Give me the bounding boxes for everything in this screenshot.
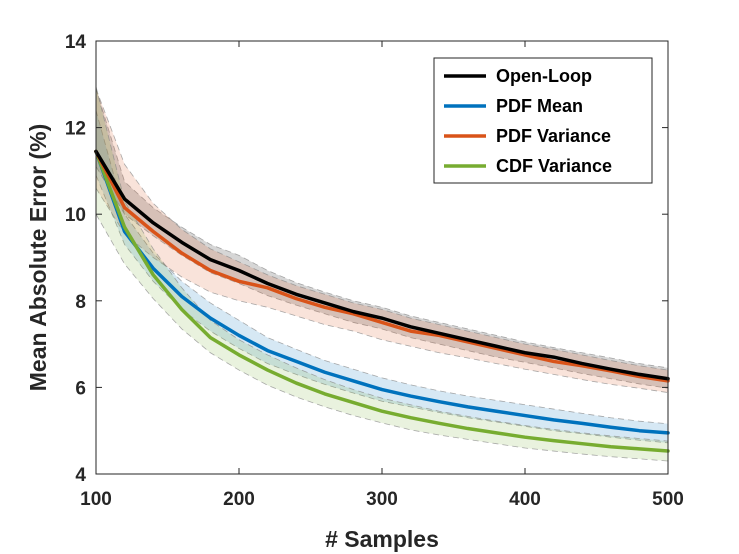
- series-line-pdf-mean: [94, 149, 670, 435]
- x-tick-label: 500: [652, 489, 684, 510]
- series-line-open-loop: [94, 149, 670, 381]
- x-tick-label: 400: [509, 489, 541, 510]
- y-axis-label: Mean Absolute Error (%): [25, 124, 51, 392]
- band-cdf-variance: [96, 86, 668, 462]
- band-upper-pdf-mean: [95, 110, 669, 425]
- band-upper-open-loop: [95, 88, 669, 369]
- x-axis-label: # Samples: [325, 526, 439, 552]
- y-tick-label: 14: [65, 32, 87, 53]
- band-lower-open-loop: [95, 166, 669, 389]
- band-lower-pdf-variance: [95, 188, 669, 393]
- band-upper-pdf-variance: [95, 88, 669, 371]
- x-tick-label: 300: [366, 489, 398, 510]
- y-tick-label: 4: [75, 465, 86, 486]
- y-tick-label: 10: [65, 205, 86, 226]
- series-line-pdf-variance: [94, 149, 670, 383]
- series-lines: [94, 149, 670, 453]
- x-tick-label: 200: [223, 489, 255, 510]
- y-tick-label: 8: [75, 292, 86, 313]
- legend-label-pdf-mean: PDF Mean: [496, 96, 583, 116]
- tick-labels: 100 200 300 400 500 4 6 8 10 12 14: [65, 32, 684, 510]
- confidence-bands: [95, 86, 669, 462]
- legend-label-open-loop: Open-Loop: [496, 66, 592, 86]
- legend-items: Open-Loop PDF Mean PDF Variance CDF Varianc…: [444, 66, 612, 176]
- series-line-cdf-variance: [94, 149, 670, 453]
- y-tick-label: 6: [75, 378, 86, 399]
- legend: Open-Loop PDF Mean PDF Variance CDF Varianc…: [433, 57, 653, 184]
- tick-marks: [95, 40, 669, 475]
- legend-label-pdf-variance: PDF Variance: [496, 126, 611, 146]
- y-tick-label: 12: [65, 119, 86, 140]
- band-upper-cdf-variance: [95, 86, 669, 442]
- band-lower-cdf-variance: [95, 214, 669, 462]
- legend-label-cdf-variance: CDF Variance: [496, 156, 612, 176]
- legend-box: [433, 57, 653, 184]
- band-pdf-variance: [96, 88, 668, 393]
- x-tick-label: 100: [80, 489, 112, 510]
